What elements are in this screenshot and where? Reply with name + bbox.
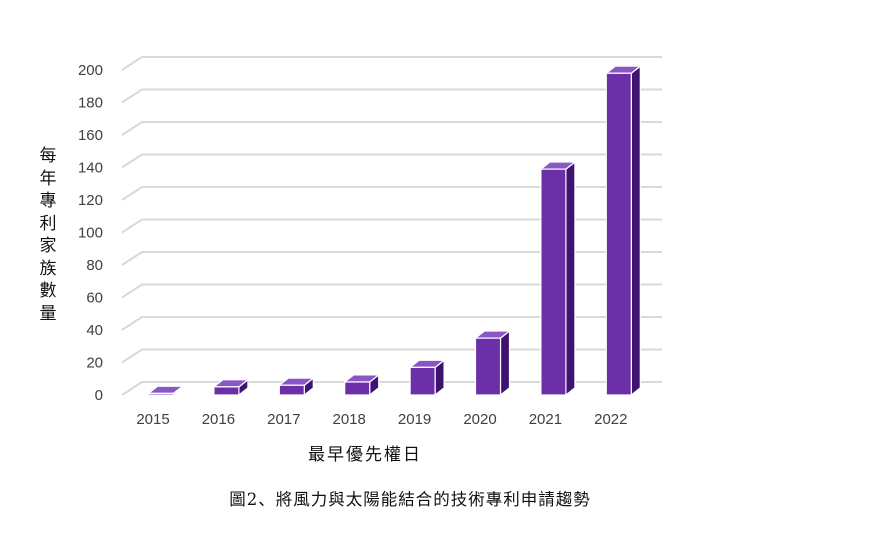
bar bbox=[344, 374, 380, 396]
x-tick-label: 2019 bbox=[398, 411, 431, 428]
gridline bbox=[121, 88, 662, 104]
y-axis-label: 每年專利家族數量 bbox=[39, 146, 57, 324]
figure-caption: 圖2、將風力與太陽能結合的技術專利申請趨勢 bbox=[229, 490, 591, 509]
y-tick-label: 80 bbox=[86, 257, 103, 274]
gridline bbox=[121, 251, 662, 266]
y-tick-label: 20 bbox=[86, 355, 103, 372]
gridline bbox=[121, 56, 662, 71]
y-tick-label: 100 bbox=[78, 225, 103, 242]
gridline bbox=[121, 283, 662, 299]
x-tick-label: 2016 bbox=[202, 411, 235, 428]
bar bbox=[540, 161, 576, 396]
y-tick-label: 60 bbox=[86, 290, 103, 307]
bar-front bbox=[213, 386, 240, 396]
bar-side bbox=[565, 161, 576, 396]
gridline bbox=[121, 186, 662, 201]
x-axis-label: 最早優先權日 bbox=[308, 445, 422, 465]
y-tick-label: 180 bbox=[78, 95, 103, 112]
x-tick-label: 2021 bbox=[529, 411, 562, 428]
bar-front bbox=[540, 168, 567, 396]
y-tick-label: 0 bbox=[95, 387, 103, 404]
gridline bbox=[121, 153, 662, 169]
y-tick-label: 160 bbox=[78, 127, 103, 144]
bar-front bbox=[409, 366, 436, 396]
bar bbox=[474, 330, 511, 396]
bar bbox=[213, 379, 249, 396]
y-tick-label: 120 bbox=[78, 192, 103, 209]
x-tick-label: 2017 bbox=[267, 411, 300, 428]
y-tick-label: 200 bbox=[78, 62, 103, 79]
bars bbox=[147, 65, 641, 396]
bar bbox=[278, 377, 314, 396]
bar-side bbox=[630, 65, 641, 396]
y-tick-label: 40 bbox=[86, 322, 103, 339]
bar-front bbox=[474, 337, 502, 396]
x-tick-label: 2018 bbox=[333, 411, 366, 428]
y-tick-label: 140 bbox=[78, 160, 103, 177]
bar bbox=[605, 65, 641, 396]
bar-front bbox=[344, 381, 371, 396]
bar bbox=[147, 385, 184, 396]
x-tick-label: 2015 bbox=[136, 411, 169, 428]
gridline bbox=[121, 121, 662, 136]
bar-front bbox=[278, 384, 305, 396]
gridline bbox=[121, 348, 662, 364]
x-tick-label: 2020 bbox=[463, 411, 496, 428]
gridline bbox=[121, 218, 662, 234]
bar bbox=[409, 359, 445, 396]
x-tick-label: 2022 bbox=[594, 411, 627, 428]
bar-front bbox=[147, 392, 175, 396]
gridline bbox=[121, 381, 662, 396]
gridline bbox=[121, 316, 662, 331]
bar-side bbox=[499, 330, 511, 396]
x-axis-ticks: 2015 2016 2017 2018 2019 2020 2021 2022 bbox=[136, 411, 627, 428]
y-axis-ticks: 0 20 40 60 80 100 120 140 160 180 200 bbox=[78, 62, 103, 404]
bar-front bbox=[605, 72, 632, 396]
gridlines bbox=[121, 56, 662, 396]
